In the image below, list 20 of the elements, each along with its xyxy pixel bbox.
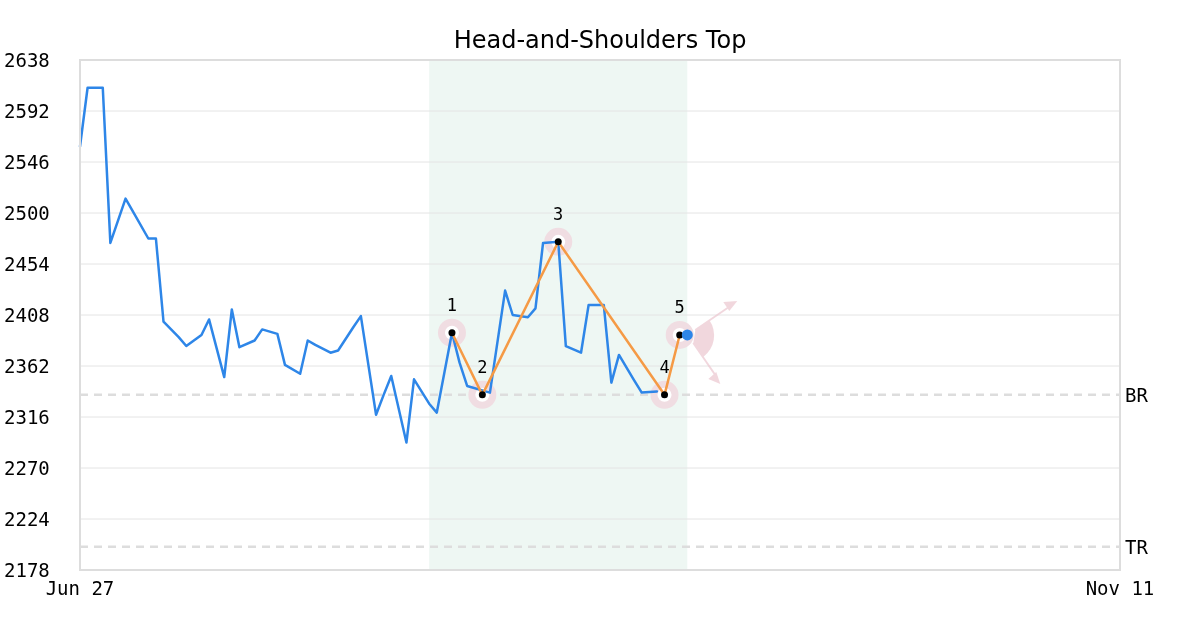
ref-line-label: BR <box>1125 383 1149 406</box>
annotation: 5 <box>674 296 685 317</box>
y-tick-label: 2546 <box>4 151 50 173</box>
chart-title: Head-and-Shoulders Top <box>453 26 747 54</box>
point <box>681 329 693 341</box>
y-tick-label: 2408 <box>4 304 50 326</box>
y-tick-label: 2316 <box>4 406 50 428</box>
y-tick-label: 2638 <box>4 49 50 71</box>
y-tick-label: 2500 <box>4 202 50 224</box>
annotation: 2 <box>477 356 488 377</box>
y-tick-label: 2362 <box>4 355 50 377</box>
annotation: 4 <box>659 356 670 377</box>
y-tick-label: 2592 <box>4 100 50 122</box>
y-tick-label: 2454 <box>4 253 50 275</box>
annotation: 3 <box>553 203 564 224</box>
ref-line-label: TR <box>1125 535 1149 558</box>
y-tick-label: 2270 <box>4 457 50 479</box>
annotation: 1 <box>446 294 458 315</box>
y-tick-label: 2224 <box>4 508 50 530</box>
x-tick-label: Nov 11 <box>1085 577 1155 599</box>
